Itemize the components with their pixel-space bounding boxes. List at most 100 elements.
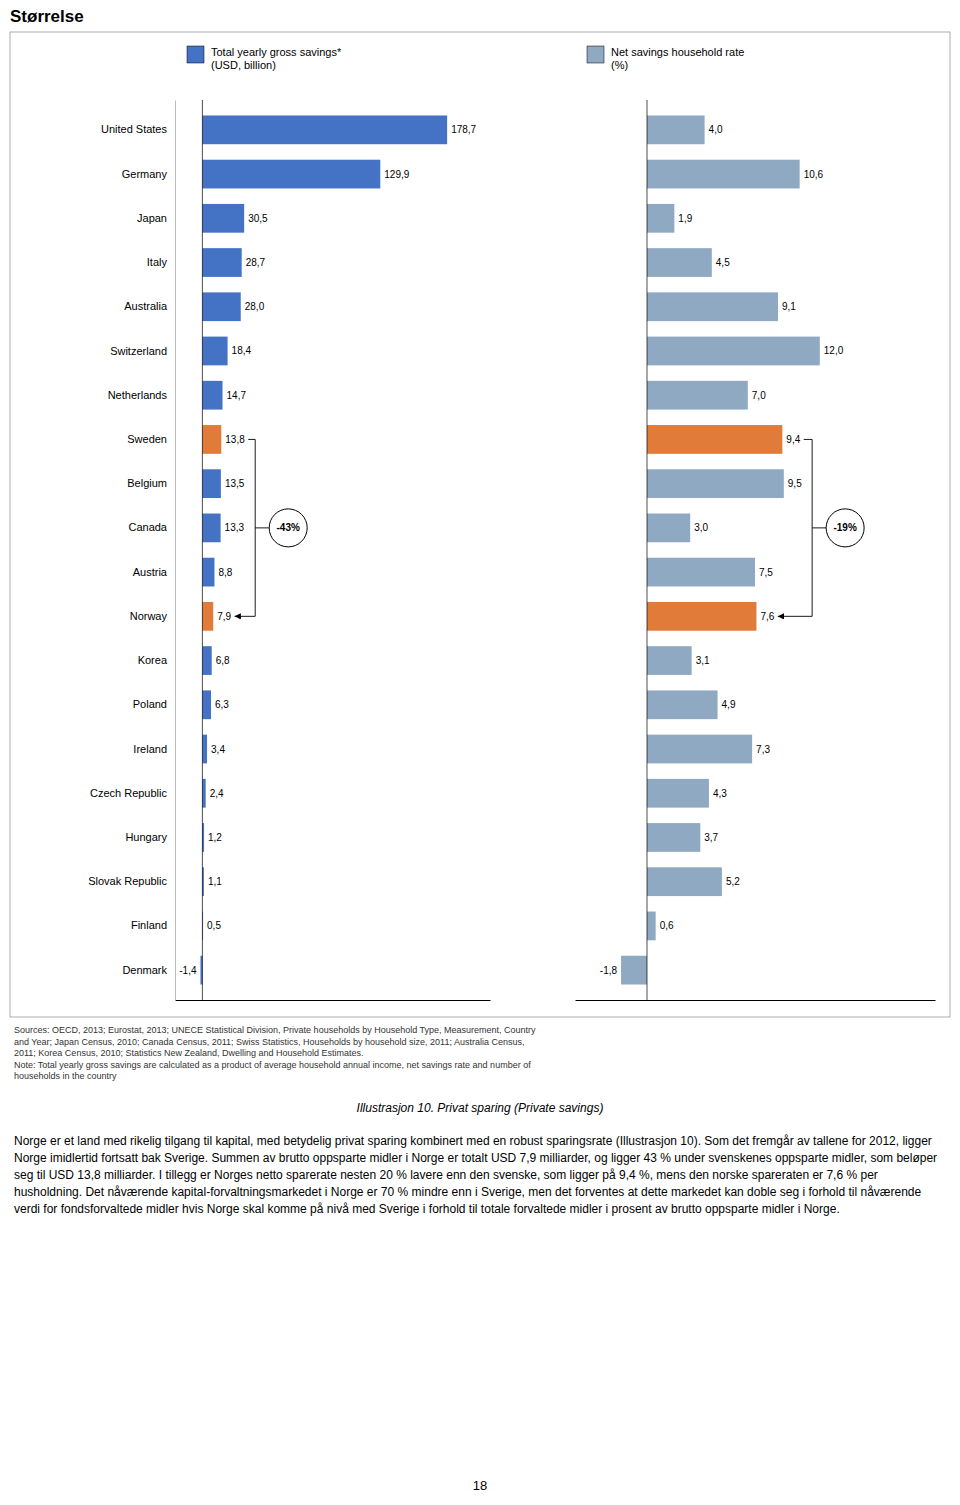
bar bbox=[202, 602, 213, 631]
y-tick-label: United States bbox=[101, 123, 168, 135]
bar bbox=[621, 956, 647, 985]
legend-swatch bbox=[187, 46, 204, 63]
data-label: 1,2 bbox=[208, 832, 222, 843]
y-tick-label: Italy bbox=[147, 256, 168, 268]
y-tick-label: Poland bbox=[133, 698, 167, 710]
y-tick-label: Japan bbox=[137, 212, 167, 224]
y-tick-label: Australia bbox=[124, 300, 168, 312]
bar bbox=[202, 292, 240, 321]
y-tick: Denmark bbox=[122, 964, 175, 976]
y-tick: Finland bbox=[131, 919, 175, 931]
bar bbox=[647, 602, 756, 631]
bar bbox=[202, 690, 211, 719]
data-label: 6,3 bbox=[215, 699, 229, 710]
y-tick: Poland bbox=[133, 698, 175, 710]
legend-label-line: (USD, billion) bbox=[211, 59, 276, 71]
zero-line bbox=[202, 100, 203, 1000]
y-tick: Slovak Republic bbox=[88, 875, 175, 887]
bar bbox=[647, 160, 800, 189]
x-axis bbox=[576, 1000, 936, 1001]
data-label: 18,4 bbox=[232, 345, 252, 356]
title: Størrelse bbox=[10, 7, 84, 26]
sources-line: households in the country bbox=[14, 1071, 117, 1081]
legend-swatch bbox=[587, 46, 604, 63]
data-label: -1,8 bbox=[600, 965, 618, 976]
data-label: 6,8 bbox=[216, 655, 230, 666]
data-label: 9,5 bbox=[788, 478, 802, 489]
y-tick: Belgium bbox=[127, 477, 175, 489]
bar bbox=[202, 115, 447, 144]
bar bbox=[647, 912, 656, 941]
bar bbox=[647, 690, 718, 719]
y-tick: Netherlands bbox=[108, 389, 175, 401]
y-tick: Austria bbox=[133, 566, 175, 578]
legend-label: Total yearly gross savings*(USD, billion… bbox=[211, 46, 342, 71]
y-tick: Switzerland bbox=[110, 345, 175, 357]
data-label: 5,2 bbox=[726, 876, 740, 887]
legend-label-line: Total yearly gross savings* bbox=[211, 46, 342, 58]
data-label: 0,6 bbox=[660, 920, 674, 931]
bar bbox=[202, 381, 222, 410]
bar bbox=[202, 160, 380, 189]
data-label: 2,4 bbox=[210, 788, 224, 799]
y-tick: Japan bbox=[137, 212, 175, 224]
caption: Illustrasjon 10. Privat sparing (Private… bbox=[357, 1101, 604, 1115]
sources-line: Note: Total yearly gross savings are cal… bbox=[14, 1060, 531, 1070]
bracket-arrow bbox=[235, 616, 256, 617]
page: Størrelse United States Germany Japan Italy A… bbox=[0, 0, 960, 1505]
data-label: -1,4 bbox=[179, 965, 197, 976]
data-label: 0,5 bbox=[207, 920, 221, 931]
y-tick-label: Finland bbox=[131, 919, 167, 931]
bar-chart: 4,010,61,94,59,112,07,09,49,53,07,57,63,… bbox=[576, 46, 936, 1001]
legend-label: Net savings household rate(%) bbox=[611, 46, 744, 71]
bar bbox=[202, 469, 220, 498]
y-tick-label: Sweden bbox=[127, 433, 167, 445]
zero-line bbox=[647, 100, 648, 1000]
bracket-arrow bbox=[778, 616, 812, 617]
y-tick-label: Canada bbox=[128, 521, 167, 533]
sources-line: and Year; Japan Census, 2010; Canada Cen… bbox=[14, 1037, 524, 1047]
y-tick-label: Czech Republic bbox=[90, 787, 168, 799]
data-label: 12,0 bbox=[824, 345, 844, 356]
y-tick-label: Slovak Republic bbox=[88, 875, 167, 887]
y-axis-line bbox=[175, 101, 176, 1001]
data-label: 7,5 bbox=[759, 567, 773, 578]
bar bbox=[647, 248, 712, 277]
data-label: 7,9 bbox=[217, 611, 231, 622]
data-label: 28,7 bbox=[246, 257, 266, 268]
y-tick: Korea bbox=[138, 654, 175, 666]
data-label: 4,9 bbox=[722, 699, 736, 710]
data-label: 13,5 bbox=[225, 478, 245, 489]
y-tick: Norway bbox=[130, 610, 175, 622]
sources: Sources: OECD, 2013; Eurostat, 2013; UNE… bbox=[14, 1025, 536, 1081]
data-label: 4,0 bbox=[709, 124, 723, 135]
data-label: 8,8 bbox=[218, 567, 232, 578]
bracket-line bbox=[804, 439, 812, 440]
y-tick-label: Netherlands bbox=[108, 389, 168, 401]
data-label: 10,6 bbox=[804, 169, 824, 180]
y-tick: Italy bbox=[147, 256, 175, 268]
data-label: 7,3 bbox=[756, 744, 770, 755]
y-tick: Canada bbox=[128, 521, 175, 533]
y-tick-label: Germany bbox=[122, 168, 168, 180]
data-label: 3,7 bbox=[704, 832, 718, 843]
bars bbox=[621, 115, 820, 984]
bar bbox=[202, 248, 241, 277]
data-label: 9,4 bbox=[786, 434, 800, 445]
data-label: 4,5 bbox=[716, 257, 730, 268]
data-label: 4,3 bbox=[713, 788, 727, 799]
annotation: -19% bbox=[778, 439, 864, 616]
data-label: 14,7 bbox=[227, 390, 247, 401]
y-tick-label: Austria bbox=[133, 566, 168, 578]
data-label: 129,9 bbox=[384, 169, 409, 180]
bar bbox=[202, 558, 214, 587]
data-label: 7,6 bbox=[760, 611, 774, 622]
bar bbox=[647, 381, 748, 410]
legend-label-line: (%) bbox=[611, 59, 628, 71]
bar bbox=[647, 558, 755, 587]
data-label: 3,0 bbox=[694, 522, 708, 533]
bar bbox=[202, 425, 221, 454]
y-tick: Czech Republic bbox=[90, 787, 175, 799]
y-tick-label: Belgium bbox=[127, 477, 167, 489]
y-tick: Sweden bbox=[127, 433, 175, 445]
